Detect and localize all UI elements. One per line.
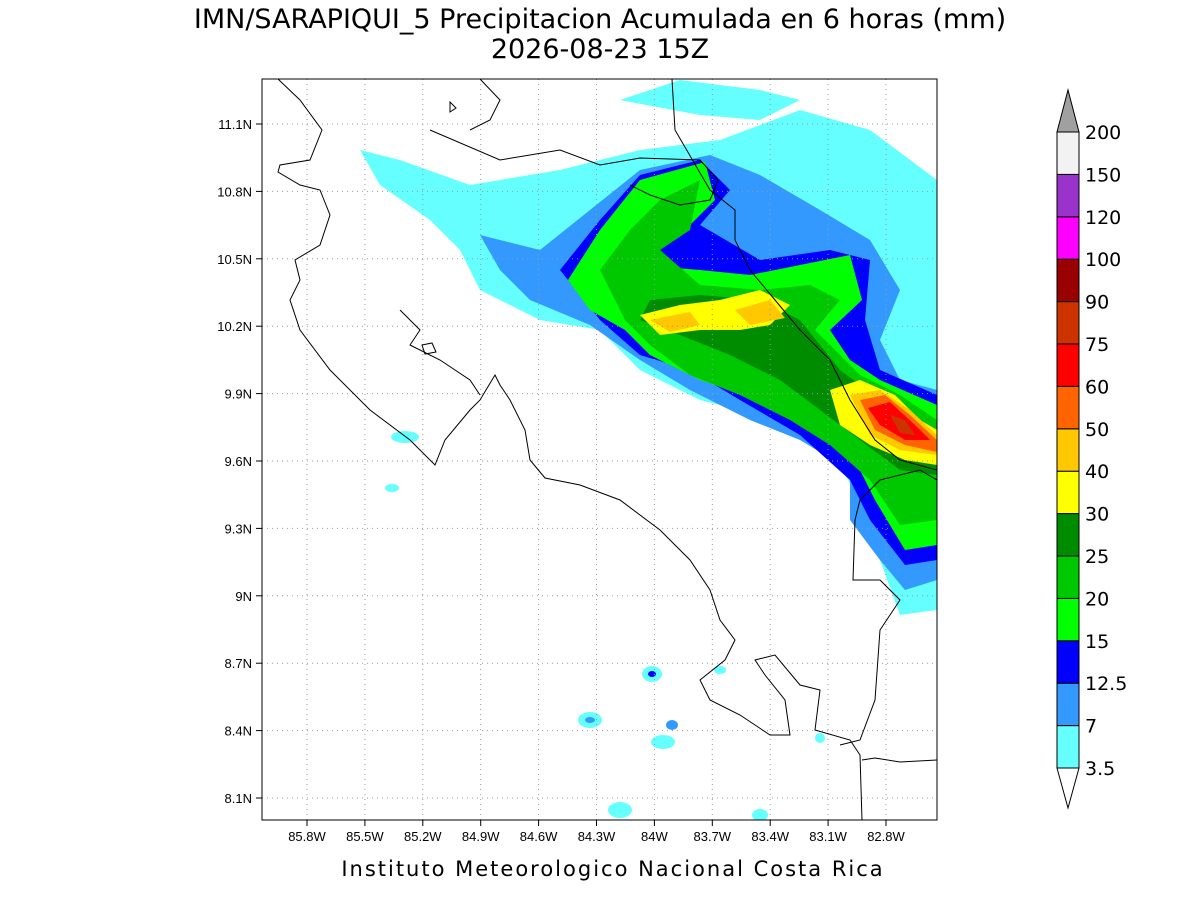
lat-label: 10.2N [217,319,252,334]
lat-label: 10.5N [217,252,252,267]
colorbar-label: 150 [1085,164,1121,186]
lon-label: 84.3W [578,829,616,844]
colorbar-label: 25 [1085,546,1109,568]
lat-label: 11.1N [218,117,252,132]
lon-label: 85.5W [346,829,384,844]
lon-label: 84W [641,829,668,844]
coastlines [277,79,937,820]
lon-label: 83.4W [751,829,789,844]
colorbar-swatch [1056,555,1080,599]
colorbar-label: 7 [1085,716,1097,738]
colorbar-swatch [1056,470,1080,515]
colorbar-label: 90 [1085,292,1109,314]
colorbar-swatch [1056,513,1080,557]
graticule: 11.1N 10.8N 10.5N 10.2N 9.9N 9.6N 9.3N 9N 8.7N 8.… [217,79,937,844]
colorbar-swatch [1056,258,1080,303]
lat-label: 9.9N [225,387,252,402]
lon-label: 85.8W [288,829,326,844]
colorbar-label: 20 [1085,588,1109,610]
colorbar-swatch [1056,343,1080,387]
colorbar-label: 120 [1085,207,1121,229]
colorbar-label: 100 [1085,249,1121,271]
lat-label: 9.6N [225,454,252,469]
colorbar-label: 50 [1085,419,1109,441]
lat-label: 8.1N [225,791,252,806]
colorbar-label: 40 [1085,461,1109,483]
plot-frame [261,78,938,821]
lat-label: 8.7N [225,656,252,671]
colorbar-under [1056,767,1080,810]
lat-label: 8.4N [225,724,252,739]
colorbar-swatch [1056,173,1080,218]
lon-label: 82.8W [867,829,905,844]
colorbar-swatch [1056,640,1080,684]
lon-label: 84.6W [520,829,558,844]
colorbar-swatch [1056,301,1080,345]
colorbar-swatch [1056,216,1080,260]
colorbar: 3.5 7 12.5 15 20 25 30 40 50 60 75 90 100 120 150 200 [1056,88,1127,810]
colorbar-swatch [1056,725,1080,769]
colorbar-label: 12.5 [1085,673,1127,695]
title: IMN/SARAPIQUI_5 Precipitacion Acumulada … [194,4,1006,35]
precipitation-field [360,80,937,820]
colorbar-swatch [1056,131,1080,175]
colorbar-label: 75 [1085,334,1109,356]
colorbar-label: 60 [1085,376,1109,398]
colorbar-swatch [1056,428,1080,472]
colorbar-swatch [1056,597,1080,642]
lon-label: 85.2W [404,829,442,844]
lat-label: 9N [235,589,252,604]
colorbar-label: 200 [1085,122,1121,144]
colorbar-swatch [1056,682,1080,727]
colorbar-label: 30 [1085,504,1109,526]
colorbar-over [1056,88,1080,133]
colorbar-label: 3.5 [1085,758,1115,780]
footer: Instituto Meteorologico Nacional Costa R… [341,857,884,881]
lon-label: 83.7W [694,829,732,844]
lat-label: 10.8N [217,184,252,199]
subtitle: 2026-08-23 15Z [491,34,709,65]
lat-label: 9.3N [225,521,252,536]
colorbar-swatch [1056,385,1080,430]
colorbar-label: 15 [1085,631,1109,653]
lon-label: 83.1W [809,829,847,844]
lon-label: 84.9W [462,829,500,844]
